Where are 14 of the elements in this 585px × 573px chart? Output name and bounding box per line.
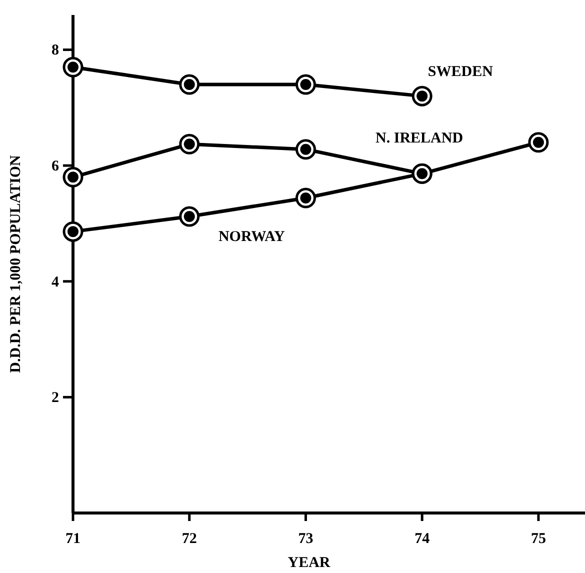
x-tick-label: 75 <box>530 531 546 547</box>
series-label: SWEDEN <box>428 64 494 80</box>
x-tick-label: 72 <box>182 531 197 547</box>
y-axis-title: D.D.D. PER 1,000 POPULATION <box>8 155 24 373</box>
y-tick-label: 2 <box>52 390 59 406</box>
x-tick-label: 73 <box>298 531 314 547</box>
x-tick-label: 74 <box>414 531 430 547</box>
y-tick-label: 6 <box>52 158 60 175</box>
x-axis-title: YEAR <box>288 555 330 571</box>
x-tick-label: 71 <box>66 531 80 547</box>
series-label: N. IRELAND <box>376 130 464 146</box>
y-tick-label: 4 <box>52 274 60 290</box>
series-label: NORWAY <box>218 228 286 245</box>
y-tick-label: 8 <box>52 42 59 59</box>
